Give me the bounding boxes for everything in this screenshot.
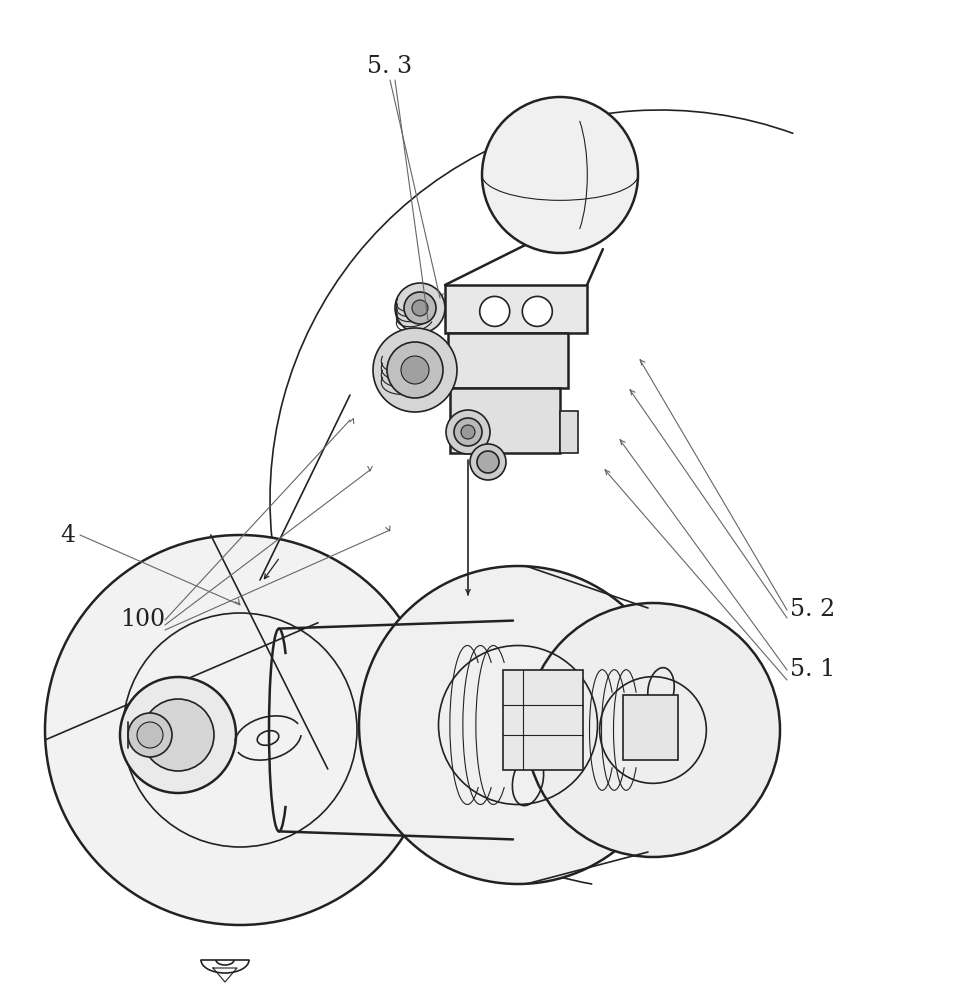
Text: 4: 4 [60,524,76,546]
Circle shape [526,603,780,857]
Text: 5. 2: 5. 2 [790,598,835,621]
Circle shape [45,535,435,925]
Circle shape [454,418,482,446]
Text: 5. 3: 5. 3 [367,55,412,78]
Circle shape [120,677,236,793]
Circle shape [387,342,443,398]
Circle shape [482,97,638,253]
Bar [445,285,587,333]
Bar [503,670,583,770]
Circle shape [137,722,163,748]
Bar [450,388,560,453]
Bar [560,411,578,453]
Circle shape [477,451,499,473]
Circle shape [142,699,214,771]
Circle shape [401,356,429,384]
Circle shape [523,296,552,326]
Bar [623,695,678,760]
Circle shape [412,300,428,316]
Circle shape [128,713,172,757]
Circle shape [479,296,510,326]
Text: 5. 1: 5. 1 [790,658,835,682]
Circle shape [461,425,475,439]
Circle shape [359,566,677,884]
Circle shape [446,410,490,454]
Bar [448,333,568,388]
Circle shape [395,283,445,333]
Circle shape [470,444,506,480]
Circle shape [404,292,436,324]
Circle shape [373,328,457,412]
Text: 100: 100 [120,608,166,632]
